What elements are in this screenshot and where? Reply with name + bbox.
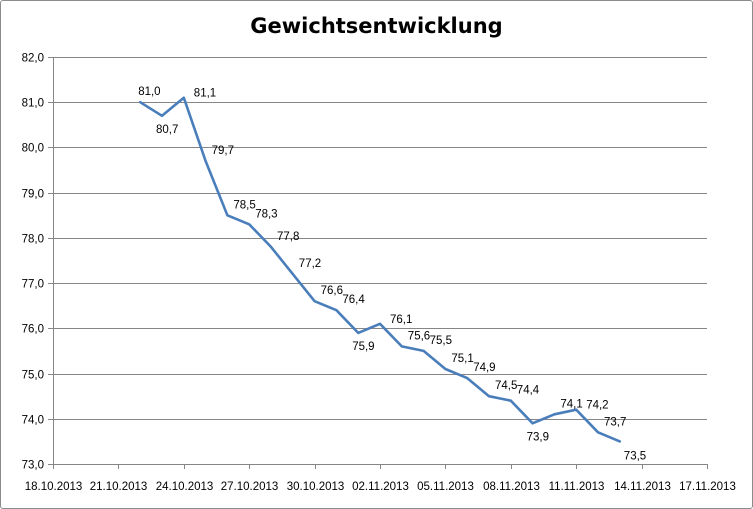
data-label: 81,0 [138,86,160,98]
data-label: 80,7 [156,124,178,136]
data-label: 77,8 [277,231,299,243]
series-line [138,96,622,443]
x-tick-label: 24.10.2013 [156,481,214,493]
y-tick-label: 75,0 [22,370,44,382]
data-label: 75,9 [352,341,374,353]
x-tick-label: 18.10.2013 [25,481,83,493]
data-label: 77,2 [299,258,321,270]
y-tick-label: 79,0 [22,189,44,201]
y-tick-label: 77,0 [22,279,44,291]
data-labels: 81,0 80,7 81,1 79,7 78,578,377,8 77,2 76,676,4… [138,86,646,462]
data-label: 75,1 [451,353,473,365]
y-tick-label: 78,0 [22,234,44,246]
x-tick-label: 08.11.2013 [483,481,540,493]
x-tick-label: 27.10.2013 [221,481,279,493]
x-tick-label: 30.10.2013 [287,481,345,493]
data-label: 74,9 [473,362,495,374]
y-tick-label: 74,0 [22,415,44,427]
axes [48,57,708,469]
data-label: 73,7 [604,416,626,428]
x-tick-label: 21.10.2013 [90,481,148,493]
data-label: 73,5 [624,450,646,462]
grid-lines [53,57,707,420]
y-tick-label: 81,0 [22,98,44,110]
y-tick-label: 82,0 [22,53,44,65]
y-tick-labels: 73,0 74,0 75,0 76,0 77,0 78,0 79,0 80,0 81,0 82,0 [22,53,44,472]
data-label: 79,7 [212,145,234,157]
data-label: 76,1 [390,314,412,326]
data-label: 74,2 [586,400,608,412]
data-label: 74,4 [517,385,540,397]
data-label: 78,3 [255,208,277,220]
chart-title: Gewichtsentwicklung [250,14,503,38]
x-tick-label: 02.11.2013 [352,481,409,493]
y-tick-label: 76,0 [22,324,44,336]
y-tick-label: 73,0 [22,460,44,472]
x-tick-label: 17.11.2013 [679,481,736,493]
x-tick-label: 14.11.2013 [614,481,671,493]
data-label: 78,5 [233,199,255,211]
data-label: 76,6 [321,285,343,297]
x-tick-label: 05.11.2013 [417,481,474,493]
data-label: 74,1 [560,398,582,410]
data-label: 76,4 [342,294,365,306]
data-label: 73,9 [527,431,549,443]
data-label: 74,5 [495,380,517,392]
data-label: 81,1 [194,88,216,100]
data-label: 75,6 [408,330,430,342]
x-tick-label: 11.11.2013 [549,481,605,493]
data-label: 75,5 [430,335,452,347]
x-tick-labels: 18.10.2013 21.10.2013 24.10.2013 27.10.2013… [25,481,736,493]
series-lines [138,96,622,443]
y-tick-label: 80,0 [22,143,44,155]
